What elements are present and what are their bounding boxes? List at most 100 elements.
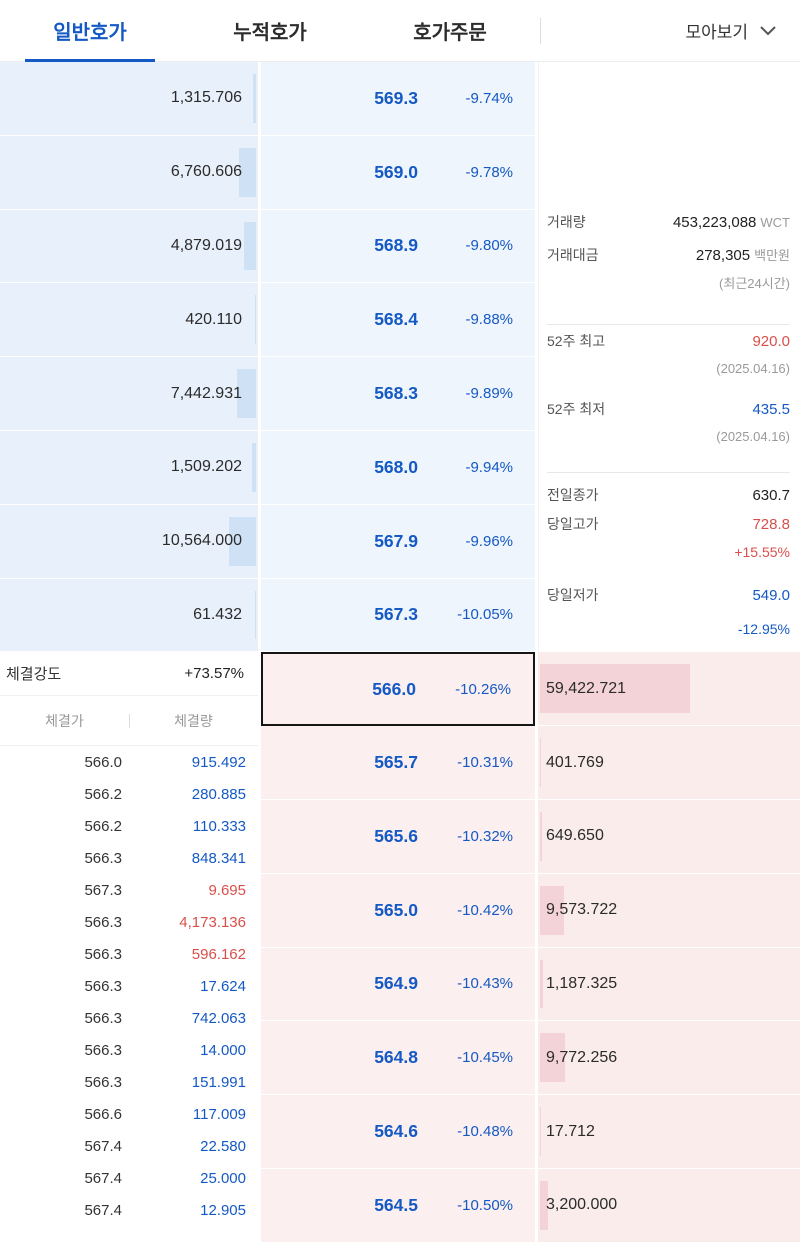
panel-divider bbox=[547, 324, 790, 325]
ask-price-row[interactable]: 569.3 -9.74% bbox=[261, 62, 535, 136]
ask-qty: 1,509.202 bbox=[170, 458, 242, 476]
trade-strength-label: 체결강도 bbox=[6, 666, 62, 684]
collapse-view-button[interactable]: 모아보기 bbox=[685, 0, 776, 61]
ask-qty-cell[interactable]: 1,509.202 bbox=[0, 430, 258, 505]
ask-price-row[interactable]: 568.4 -9.88% bbox=[261, 283, 535, 358]
bid-change-pct: -10.43% bbox=[457, 975, 513, 993]
bid-volume-bar bbox=[540, 959, 543, 1009]
trade-qty: 117.009 bbox=[192, 1105, 246, 1123]
stat-day-high: 당일고가 728.8 bbox=[547, 514, 790, 535]
bid-price-row[interactable]: 564.8 -10.45% bbox=[261, 1021, 535, 1096]
ask-qty-cell[interactable]: 6,760.606 bbox=[0, 135, 258, 210]
bid-qty-cell[interactable]: 17.712 bbox=[538, 1095, 800, 1169]
bid-price-row[interactable]: 565.6 -10.32% bbox=[261, 799, 535, 874]
stat-day-low: 당일저가 549.0 bbox=[547, 585, 790, 606]
bid-qty-cell[interactable]: 9,772.256 bbox=[538, 1021, 800, 1096]
trade-price: 566.3 bbox=[84, 977, 122, 995]
bid-volume-bar bbox=[540, 811, 542, 861]
ask-qty-cell[interactable]: 10,564.000 bbox=[0, 504, 258, 579]
ask-qty-cell[interactable]: 420.110 bbox=[0, 283, 258, 358]
trade-qty: 915.492 bbox=[191, 753, 246, 771]
trade-row: 566.3 17.624 bbox=[0, 970, 258, 1002]
tab-cumulative-orderbook[interactable]: 누적호가 bbox=[233, 22, 307, 44]
stat-52w-high-date: (2025.04.16) bbox=[716, 361, 790, 376]
bid-price-row[interactable]: 564.6 -10.48% bbox=[261, 1095, 535, 1169]
stat-52w-high: 52주 최고 920.0 bbox=[547, 331, 790, 352]
volume-unit: WCT bbox=[760, 215, 790, 230]
stat-label: 당일저가 bbox=[547, 587, 599, 603]
header-divider bbox=[129, 714, 130, 729]
trade-qty: 848.341 bbox=[191, 849, 246, 867]
ask-qty-cell[interactable]: 7,442.931 bbox=[0, 357, 258, 431]
trade-qty: 12.905 bbox=[200, 1201, 246, 1219]
stat-value: 920.0 bbox=[752, 333, 790, 350]
stat-label: 거래량 bbox=[547, 214, 586, 230]
stat-value: 630.7 bbox=[752, 487, 790, 504]
stat-label: 전일종가 bbox=[547, 487, 599, 503]
ask-volume-bar bbox=[255, 590, 256, 640]
bid-change-pct: -10.32% bbox=[457, 827, 513, 845]
trade-price: 566.3 bbox=[84, 1009, 122, 1027]
stat-label: 52주 최고 bbox=[547, 333, 606, 349]
bid-price-row[interactable]: 564.5 -10.50% bbox=[261, 1168, 535, 1243]
bid-price-row[interactable]: 564.9 -10.43% bbox=[261, 947, 535, 1022]
trade-price: 566.3 bbox=[84, 913, 122, 931]
ask-price: 567.3 bbox=[374, 604, 418, 625]
trade-row: 566.6 117.009 bbox=[0, 1098, 258, 1130]
trade-price: 567.4 bbox=[84, 1169, 122, 1187]
bid-price: 564.8 bbox=[374, 1047, 418, 1068]
tab-general-orderbook[interactable]: 일반호가 bbox=[0, 0, 180, 62]
bid-change-pct: -10.45% bbox=[457, 1049, 513, 1067]
ask-price: 567.9 bbox=[374, 530, 418, 551]
ask-price-row[interactable]: 567.9 -9.96% bbox=[261, 504, 535, 579]
tab-bar: 일반호가 누적호가 호가주문 모아보기 bbox=[0, 0, 800, 62]
ask-price-row[interactable]: 569.0 -9.78% bbox=[261, 135, 535, 210]
ask-price: 568.0 bbox=[374, 456, 418, 477]
trade-qty: 110.333 bbox=[192, 817, 246, 835]
ask-price-row[interactable]: 567.3 -10.05% bbox=[261, 578, 535, 653]
bid-qty-cell[interactable]: 3,200.000 bbox=[538, 1168, 800, 1243]
ask-price: 568.3 bbox=[374, 383, 418, 404]
ask-qty: 61.432 bbox=[193, 605, 242, 623]
bid-change-pct: -10.31% bbox=[457, 754, 513, 772]
bid-qty-cell[interactable]: 59,422.721 bbox=[538, 652, 800, 727]
trade-price: 566.0 bbox=[84, 753, 122, 771]
tab-orderbook-order[interactable]: 호가주문 bbox=[413, 22, 487, 44]
bid-price: 564.9 bbox=[374, 973, 418, 994]
bid-change-pct: -10.50% bbox=[457, 1196, 513, 1214]
stat-trade-value: 거래대금 278,305 백만원 bbox=[547, 245, 790, 266]
ask-qty-cell[interactable]: 4,879.019 bbox=[0, 209, 258, 284]
ask-qty: 6,760.606 bbox=[170, 163, 242, 181]
current-price-row[interactable]: 566.0 -10.26% bbox=[261, 652, 535, 727]
ask-qty: 7,442.931 bbox=[170, 384, 242, 402]
bid-qty-cell[interactable]: 401.769 bbox=[538, 726, 800, 800]
trade-qty: 22.580 bbox=[200, 1137, 246, 1155]
trade-price: 566.3 bbox=[84, 1041, 122, 1059]
bid-price-row[interactable]: 565.7 -10.31% bbox=[261, 726, 535, 800]
bid-qty-cell[interactable]: 1,187.325 bbox=[538, 947, 800, 1022]
ask-qty-cell[interactable]: 1,315.706 bbox=[0, 62, 258, 136]
ask-change-pct: -9.88% bbox=[465, 311, 513, 329]
trade-qty: 14.000 bbox=[200, 1041, 246, 1059]
trade-row: 566.3 742.063 bbox=[0, 1002, 258, 1034]
ask-price-row[interactable]: 568.0 -9.94% bbox=[261, 430, 535, 505]
trade-table-header: 체결가 체결량 bbox=[0, 696, 258, 747]
bid-price-row[interactable]: 565.0 -10.42% bbox=[261, 873, 535, 948]
stat-value: 435.5 bbox=[752, 401, 790, 418]
bid-qty: 17.712 bbox=[546, 1122, 595, 1140]
bid-qty-cell[interactable]: 9,573.722 bbox=[538, 873, 800, 948]
trade-price: 566.6 bbox=[84, 1105, 122, 1123]
tab-divider bbox=[540, 17, 541, 44]
stat-52w-low: 52주 최저 435.5 bbox=[547, 399, 790, 420]
bid-price: 565.6 bbox=[374, 825, 418, 846]
ask-qty-cell[interactable]: 61.432 bbox=[0, 578, 258, 653]
ask-price-row[interactable]: 568.9 -9.80% bbox=[261, 209, 535, 284]
bid-volume-bar bbox=[540, 664, 690, 714]
bid-qty-cell[interactable]: 649.650 bbox=[538, 799, 800, 874]
ask-price-row[interactable]: 568.3 -9.89% bbox=[261, 357, 535, 431]
ask-price: 568.9 bbox=[374, 235, 418, 256]
trade-qty: 17.624 bbox=[200, 977, 246, 995]
ask-volume-bar bbox=[255, 295, 256, 345]
stat-label: 52주 최저 bbox=[547, 401, 606, 417]
